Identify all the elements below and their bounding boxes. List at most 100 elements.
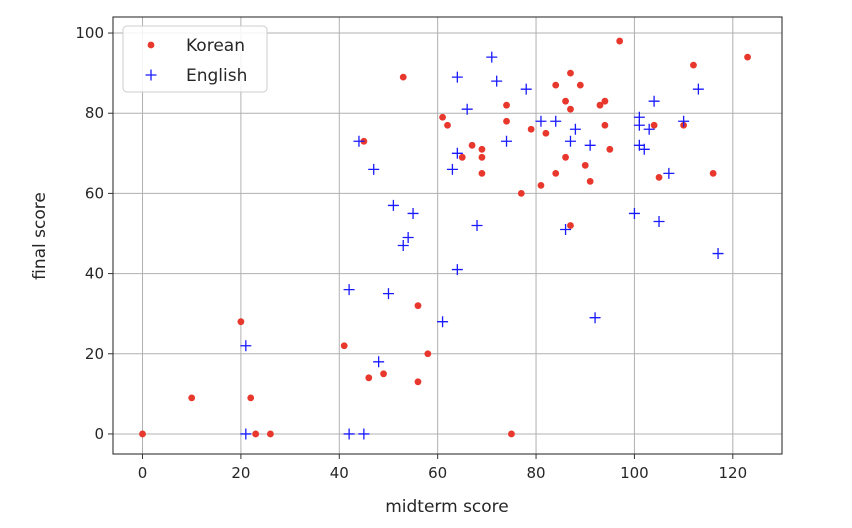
korean-data-point xyxy=(537,181,545,189)
x-tick-label: 100 xyxy=(620,464,649,482)
korean-data-point xyxy=(478,145,486,153)
x-axis-label: midterm score xyxy=(385,497,509,517)
korean-data-point xyxy=(444,121,451,129)
korean-data-point xyxy=(542,129,550,137)
english-data-point xyxy=(653,215,665,227)
korean-data-point xyxy=(576,81,584,89)
korean-data-point xyxy=(601,121,609,129)
korean-data-point xyxy=(414,302,422,310)
korean-data-point xyxy=(567,105,574,113)
korean-data-point xyxy=(252,430,260,438)
english-data-point xyxy=(501,135,513,147)
english-data-point xyxy=(643,123,655,135)
english-data-point xyxy=(648,95,660,107)
korean-data-point xyxy=(439,113,446,121)
legend-label-korean: Korean xyxy=(186,36,245,56)
english-data-point xyxy=(382,288,394,300)
y-tick-label: 80 xyxy=(85,104,104,122)
korean-data-point xyxy=(380,370,387,378)
korean-data-point xyxy=(596,101,604,109)
english-data-point xyxy=(628,207,640,219)
y-tick-label: 40 xyxy=(85,265,104,283)
x-tick-label: 40 xyxy=(330,464,349,482)
korean-data-point xyxy=(478,153,486,161)
legend-box xyxy=(122,25,268,93)
english-data-point xyxy=(471,219,483,231)
english-data-point xyxy=(491,75,503,87)
grid-lines xyxy=(113,17,782,454)
korean-data-point xyxy=(414,378,422,386)
korean-legend-marker xyxy=(147,41,155,49)
korean-data-point xyxy=(267,430,274,438)
korean-data-point xyxy=(517,190,525,197)
english-data-point xyxy=(451,71,463,83)
korean-data-point xyxy=(567,222,574,229)
english-data-point xyxy=(397,240,409,252)
english-data-point xyxy=(446,163,458,175)
english-data-point xyxy=(437,316,449,328)
korean-data-point xyxy=(139,430,146,438)
english-data-point xyxy=(678,115,690,127)
x-tick-label: 120 xyxy=(718,464,747,482)
korean-data-point xyxy=(586,177,594,185)
english-data-point xyxy=(638,143,650,155)
korean-data-point xyxy=(616,37,624,45)
english-data-point xyxy=(692,83,704,95)
x-tick-label: 60 xyxy=(428,464,447,482)
korean-data-point xyxy=(562,153,569,161)
korean-data-point xyxy=(562,97,569,105)
korean-data-point xyxy=(468,141,476,149)
english-data-point xyxy=(358,428,370,440)
korean-data-point xyxy=(365,374,373,382)
x-tick-label: 20 xyxy=(231,464,250,482)
data-points xyxy=(139,37,751,440)
y-axis-label: final score xyxy=(30,192,50,280)
english-data-point xyxy=(535,115,547,127)
english-data-point xyxy=(461,103,473,115)
korean-data-point xyxy=(552,169,560,177)
korean-data-point xyxy=(606,145,614,153)
korean-data-point xyxy=(655,173,663,181)
english-data-point xyxy=(407,207,419,219)
korean-data-point xyxy=(552,81,560,89)
english-data-point xyxy=(240,340,252,352)
english-data-point xyxy=(373,356,385,368)
korean-data-point xyxy=(744,53,751,61)
korean-data-point xyxy=(503,101,510,109)
english-data-point xyxy=(451,264,463,276)
english-data-point xyxy=(564,135,576,147)
korean-data-point xyxy=(508,430,515,438)
korean-data-point xyxy=(567,69,574,77)
english-legend-marker xyxy=(145,69,157,81)
english-data-point xyxy=(584,139,596,151)
english-data-point xyxy=(240,428,252,440)
english-data-point xyxy=(560,223,572,235)
korean-data-point xyxy=(690,61,697,69)
english-data-point xyxy=(569,123,581,135)
korean-data-point xyxy=(503,117,510,125)
korean-data-point xyxy=(247,394,255,402)
english-data-point xyxy=(520,83,532,95)
korean-data-point xyxy=(424,350,432,358)
legend-markers xyxy=(145,41,157,81)
y-tick-label: 100 xyxy=(75,24,104,42)
english-data-point xyxy=(368,163,380,175)
korean-data-point xyxy=(650,121,658,129)
legend: Korean English xyxy=(122,25,268,93)
english-data-point xyxy=(633,119,645,131)
korean-data-point xyxy=(527,125,535,133)
korean-data-point xyxy=(601,97,609,105)
english-data-point xyxy=(712,248,724,260)
korean-data-point xyxy=(478,169,486,177)
english-data-point xyxy=(402,232,414,244)
korean-data-point xyxy=(581,161,589,169)
english-data-point xyxy=(451,147,463,159)
axis-ticks: 0 20 40 60 80 100 120 0 20 40 60 80 100 xyxy=(75,24,747,482)
english-data-point xyxy=(387,199,399,211)
x-tick-label: 0 xyxy=(138,464,148,482)
english-data-point xyxy=(486,51,498,63)
english-data-point xyxy=(550,115,562,127)
korean-data-point xyxy=(188,394,196,402)
english-data-point xyxy=(343,284,355,296)
